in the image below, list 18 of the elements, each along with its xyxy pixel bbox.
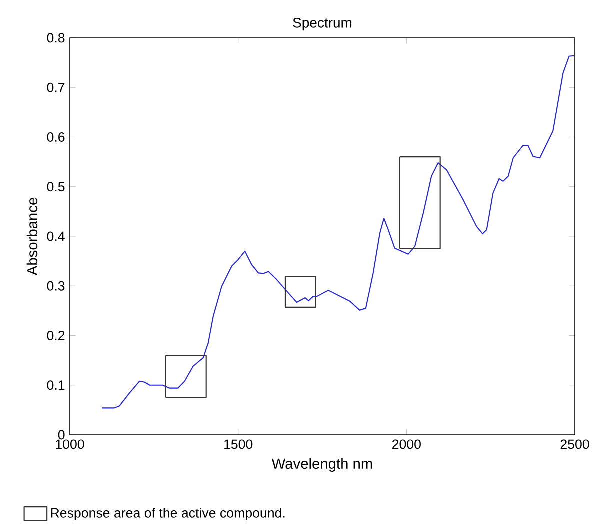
y-tick-label: 0.5 bbox=[47, 182, 65, 192]
x-tick-label: 2500 bbox=[560, 440, 590, 450]
line-series bbox=[101, 55, 575, 409]
x-tick-label: 1000 bbox=[56, 440, 84, 450]
x-tick-label: 1500 bbox=[224, 440, 253, 450]
y-axis-title: Absorbance bbox=[26, 198, 38, 276]
x-tick-label: 2000 bbox=[392, 440, 421, 450]
y-tick-label: 0 bbox=[58, 430, 65, 440]
y-tick-label: 0.1 bbox=[47, 380, 65, 390]
y-tick-label: 0.2 bbox=[47, 331, 65, 340]
x-axis-title: Wavelength nm bbox=[272, 458, 372, 472]
y-tick-label: 0.4 bbox=[47, 232, 65, 242]
chart-title: Spectrum bbox=[293, 18, 352, 31]
y-tick-label: 0.3 bbox=[47, 281, 65, 291]
legend-label: Response area of the active compound. bbox=[51, 508, 285, 520]
y-tick-label: 0.6 bbox=[47, 132, 65, 142]
y-tick-label: 0.7 bbox=[47, 82, 65, 92]
y-tick-label: 0.8 bbox=[47, 33, 65, 43]
